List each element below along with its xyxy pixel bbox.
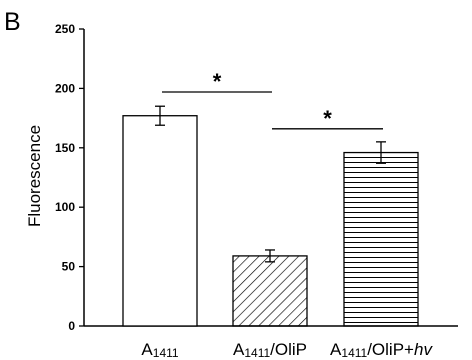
bar — [343, 151, 419, 327]
y-tick-label: 50 — [62, 260, 76, 274]
y-tick-label: 100 — [55, 200, 75, 214]
error-bars — [155, 105, 386, 263]
bars — [122, 115, 419, 327]
y-tick-label: 250 — [55, 22, 75, 36]
y-tick-label: 0 — [68, 319, 75, 333]
bar — [232, 255, 308, 327]
category-label: A1411/OliP+hv — [330, 340, 433, 360]
y-tick-label: 200 — [55, 81, 75, 95]
y-ticks: 0 50 100 150 200 250 — [55, 22, 84, 333]
bar — [122, 115, 198, 327]
category-labels: A1411 A1411/OliP A1411/OliP+hv — [141, 340, 433, 360]
significance-markers: ** — [162, 69, 383, 131]
significance-star: * — [323, 106, 332, 131]
y-axis-label: Fluorescence — [25, 125, 44, 227]
category-label: A1411 — [141, 340, 178, 360]
significance-star: * — [213, 69, 222, 94]
y-tick-label: 150 — [55, 141, 75, 155]
panel-label: B — [4, 8, 21, 36]
category-label: A1411/OliP — [233, 340, 307, 360]
